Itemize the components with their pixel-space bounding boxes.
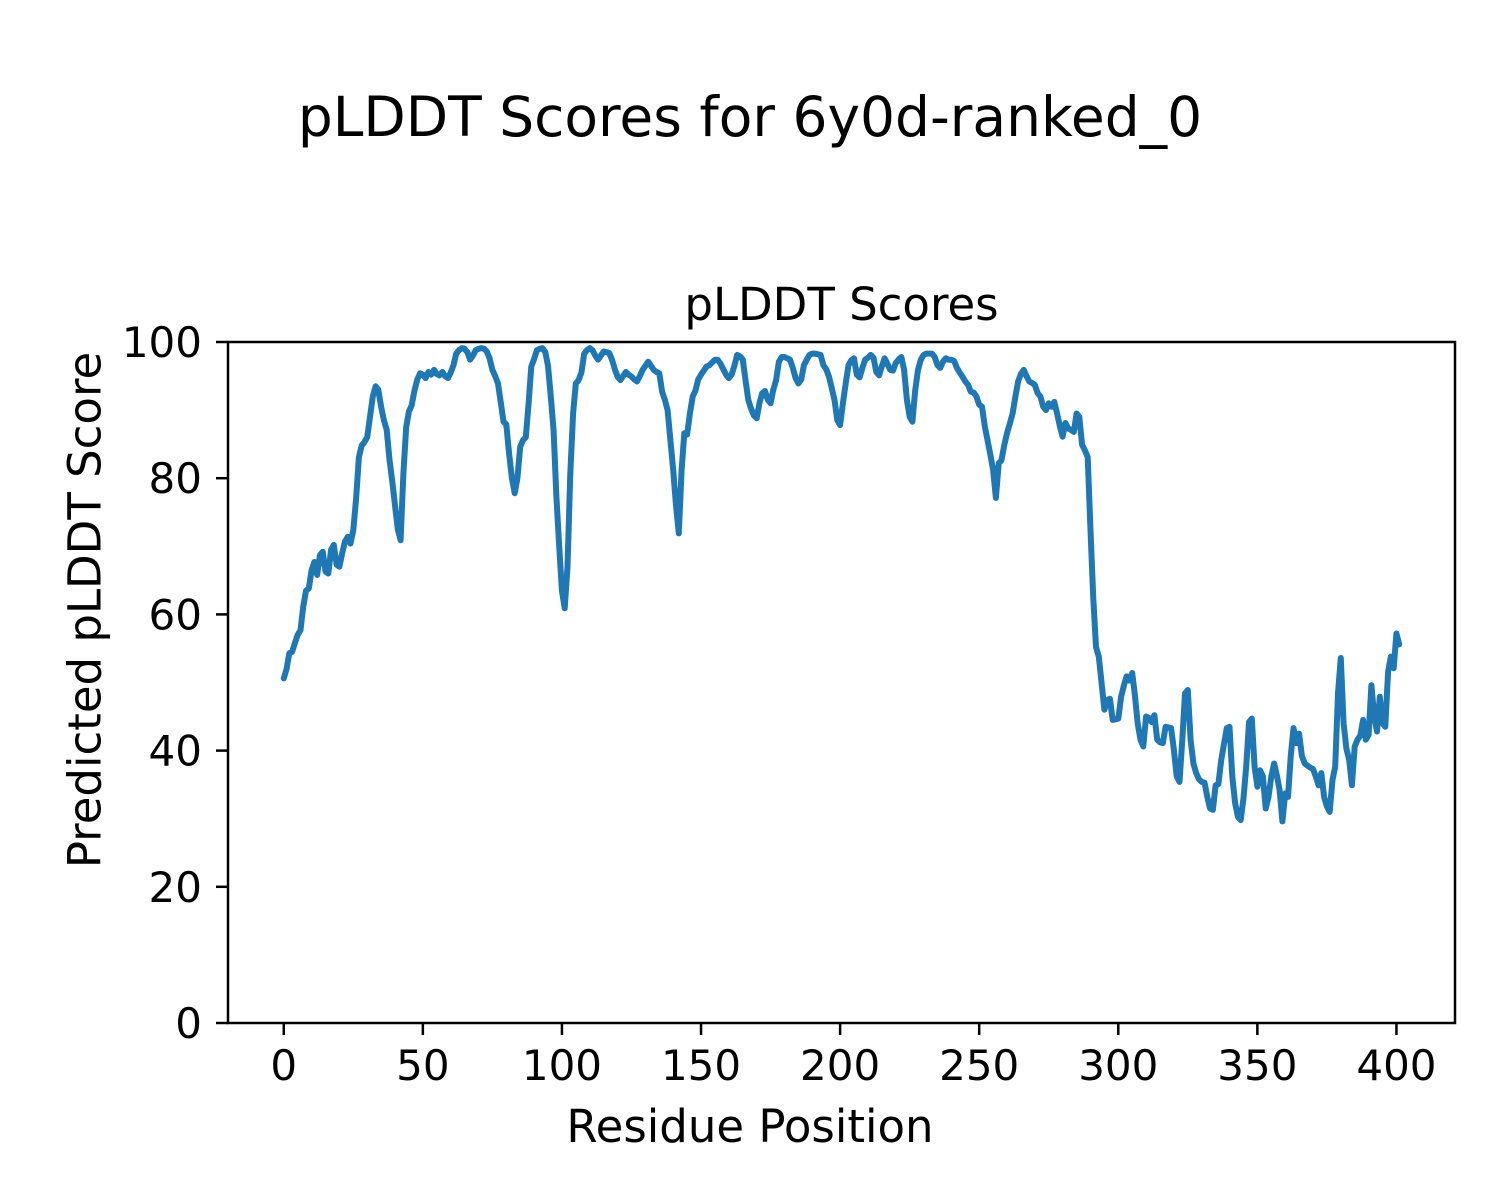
x-tick-label: 200 <box>800 1041 880 1090</box>
y-tick-label: 40 <box>149 727 202 776</box>
y-tick-label: 60 <box>149 590 202 639</box>
y-tick-label: 20 <box>149 863 202 912</box>
axes-spines <box>226 340 1457 1025</box>
x-tick-label: 300 <box>1078 1041 1158 1090</box>
y-tick-label: 80 <box>149 454 202 503</box>
x-tick-label: 400 <box>1356 1041 1436 1090</box>
x-tick-label: 150 <box>661 1041 741 1090</box>
x-tick-label: 0 <box>270 1041 297 1090</box>
axes-title: pLDDT Scores <box>684 278 999 331</box>
plddt-line <box>280 345 1403 825</box>
x-axis-label: Residue Position <box>566 1100 934 1153</box>
x-tick-label: 250 <box>939 1041 1019 1090</box>
y-tick-label: 100 <box>122 318 202 367</box>
y-tick-label: 0 <box>175 999 202 1048</box>
figure-title: pLDDT Scores for 6y0d-ranked_0 <box>297 85 1203 149</box>
x-tick-label: 50 <box>396 1041 449 1090</box>
x-tick-label: 350 <box>1217 1041 1297 1090</box>
x-tick-label: 100 <box>522 1041 602 1090</box>
